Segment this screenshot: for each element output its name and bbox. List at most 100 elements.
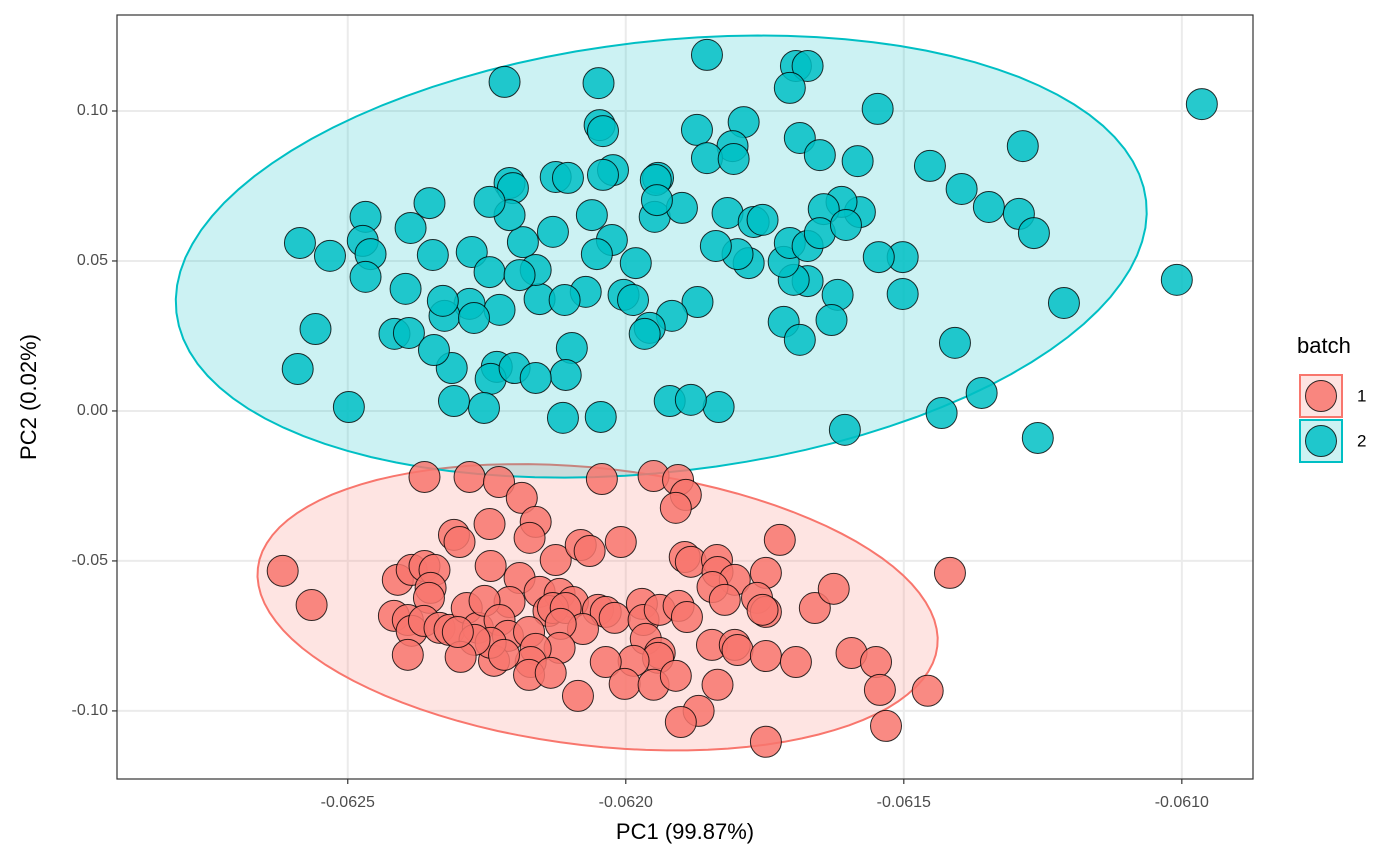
point: [749, 725, 782, 758]
point: [506, 226, 539, 259]
point: [589, 646, 622, 679]
point: [608, 667, 641, 700]
x-tick-label: -0.0615: [877, 794, 931, 811]
point: [586, 115, 619, 148]
point: [299, 313, 332, 346]
point: [829, 208, 862, 241]
point: [828, 413, 861, 446]
point: [773, 71, 806, 104]
point: [585, 463, 618, 496]
point: [586, 158, 619, 191]
point: [841, 145, 874, 178]
point: [1017, 217, 1050, 250]
point: [863, 673, 896, 706]
axes: -0.0625 -0.0620 -0.0615 -0.0610 -0.10 -0.05 0.…: [72, 102, 1210, 811]
point: [860, 646, 893, 679]
y-tick-label: 0.00: [77, 402, 108, 419]
legend-title: batch: [1297, 333, 1351, 358]
x-axis-title: PC1 (99.87%): [616, 819, 754, 844]
x-tick-label: -0.0610: [1155, 794, 1209, 811]
confidence-ellipse: [174, 34, 1148, 479]
point: [394, 211, 427, 244]
point: [281, 352, 314, 385]
point: [1185, 88, 1218, 121]
point: [886, 277, 919, 310]
point: [505, 481, 538, 514]
point: [582, 67, 615, 100]
point: [474, 550, 507, 583]
legend-label: 1: [1357, 386, 1366, 405]
x-tick-label: -0.0625: [321, 794, 375, 811]
point: [513, 521, 546, 554]
y-tick-label: -0.10: [72, 702, 109, 719]
point: [453, 460, 486, 493]
point: [911, 674, 944, 707]
point: [965, 376, 998, 409]
point: [549, 358, 582, 391]
point: [561, 679, 594, 712]
legend-symbol: [1305, 380, 1337, 412]
point: [699, 229, 732, 262]
point: [681, 286, 714, 319]
point: [617, 283, 650, 316]
legend-label: 2: [1357, 431, 1366, 450]
point: [604, 526, 637, 559]
point: [503, 259, 536, 292]
point: [925, 397, 958, 430]
point: [539, 544, 572, 577]
point: [473, 508, 506, 541]
x-tick-label: -0.0620: [599, 794, 653, 811]
y-tick-label: 0.05: [77, 252, 108, 269]
point: [551, 161, 584, 194]
point: [413, 187, 446, 220]
point: [473, 256, 506, 289]
y-axis-title: PC2 (0.02%): [16, 334, 41, 460]
point: [441, 616, 474, 649]
point: [803, 139, 836, 172]
point: [779, 646, 812, 679]
points: [266, 38, 1218, 758]
point: [1021, 421, 1054, 454]
point: [717, 142, 750, 175]
point: [690, 38, 723, 71]
point: [674, 383, 707, 416]
point: [457, 301, 490, 334]
y-tick-label: 0.10: [77, 102, 108, 119]
point: [536, 215, 569, 248]
point: [861, 92, 894, 125]
point: [972, 190, 1005, 223]
point: [283, 226, 316, 259]
point: [640, 184, 673, 217]
legend: batch 1 2: [1297, 333, 1366, 463]
point: [702, 391, 735, 424]
point: [783, 323, 816, 356]
point: [746, 203, 779, 236]
point: [749, 640, 782, 673]
point: [467, 391, 500, 424]
point: [580, 238, 613, 271]
point: [313, 239, 346, 272]
point: [701, 668, 734, 701]
point: [295, 589, 328, 622]
point: [573, 535, 606, 568]
point: [443, 526, 476, 559]
point: [815, 304, 848, 337]
point: [488, 65, 521, 98]
point: [628, 317, 661, 350]
point: [426, 284, 459, 317]
point: [473, 185, 506, 218]
point: [598, 601, 631, 634]
point: [519, 361, 552, 394]
point: [1047, 286, 1080, 319]
point: [392, 316, 425, 349]
point: [349, 260, 382, 293]
point: [417, 334, 450, 367]
point: [791, 49, 824, 82]
point: [332, 391, 365, 424]
point: [619, 247, 652, 280]
point: [483, 466, 516, 499]
point: [862, 241, 895, 274]
point: [817, 572, 850, 605]
point: [488, 638, 521, 671]
y-tick-label: -0.05: [72, 552, 109, 569]
